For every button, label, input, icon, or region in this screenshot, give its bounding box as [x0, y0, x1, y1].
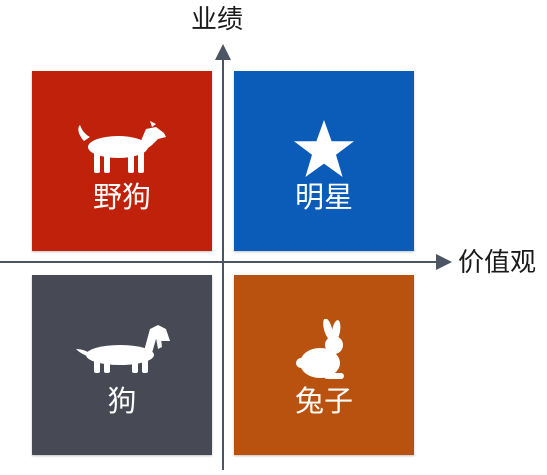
quadrant-label: 野狗 [92, 180, 151, 214]
y-axis-label: 业绩 [191, 5, 244, 35]
quadrant-star: 明星 [234, 71, 414, 251]
quadrant-dog: 狗 [32, 275, 212, 455]
quadrant-label: 兔子 [294, 384, 353, 418]
x-axis-label: 价值观 [458, 248, 537, 278]
quadrant-label: 狗 [107, 384, 137, 418]
quadrant-rabbit: 兔子 [234, 275, 414, 455]
dachshund-icon [32, 319, 212, 375]
quadrant-wild-dog: 野狗 [32, 71, 212, 251]
dog-icon [32, 119, 212, 175]
rabbit-icon [234, 319, 414, 381]
star-icon [234, 119, 414, 179]
quadrant-label: 明星 [294, 180, 353, 214]
